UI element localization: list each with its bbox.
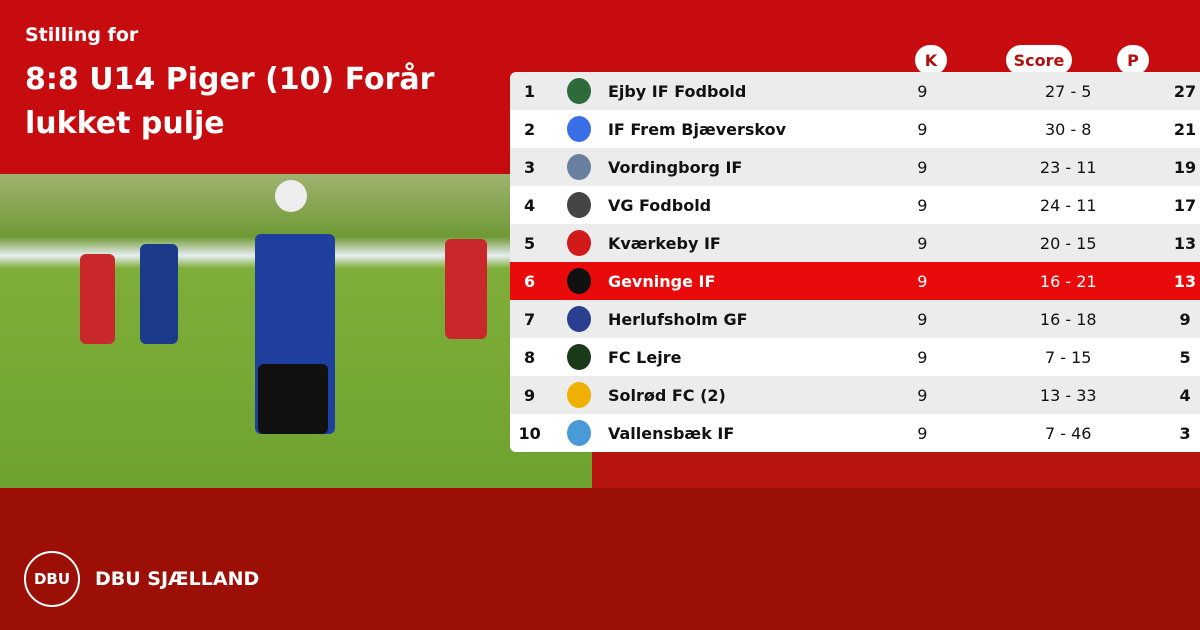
subtitle: Stilling for [25, 24, 139, 46]
table-row[interactable]: 3 Vordingborg IF 9 23 - 11 19 [510, 148, 1200, 186]
goal-score: 13 - 33 [1039, 385, 1097, 405]
points: 5 [1179, 347, 1191, 367]
team-logo-icon [549, 306, 608, 332]
footer-band [0, 488, 1200, 630]
table-row[interactable]: 1 Ejby IF Fodbold 9 27 - 5 27 [510, 72, 1200, 110]
team-logo-icon [549, 230, 608, 256]
table-row[interactable]: 5 Kværkeby IF 9 20 - 15 13 [510, 224, 1200, 262]
team-logo-icon [549, 420, 608, 446]
goal-score: 24 - 11 [1039, 195, 1097, 215]
team-logo-icon [549, 78, 608, 104]
team-name: Vallensbæk IF [607, 423, 735, 443]
team-logo-icon [549, 154, 608, 180]
position: 10 [518, 423, 541, 443]
goal-score: 20 - 15 [1039, 233, 1097, 253]
position: 8 [524, 347, 536, 367]
team-logo-icon [549, 382, 608, 408]
team-name: Gevninge IF [607, 271, 716, 291]
matches-played: 9 [917, 423, 928, 443]
team-name: VG Fodbold [607, 195, 712, 215]
matches-played: 9 [917, 271, 928, 291]
goal-score: 16 - 21 [1039, 271, 1097, 291]
matches-played: 9 [917, 195, 928, 215]
table-row[interactable]: 7 Herlufsholm GF 9 16 - 18 9 [510, 300, 1200, 338]
team-name: Vordingborg IF [607, 157, 743, 177]
goal-score: 27 - 5 [1045, 81, 1092, 101]
goal-score: 16 - 18 [1039, 309, 1097, 329]
matches-played: 9 [917, 119, 928, 139]
points: 21 [1173, 119, 1197, 139]
table-row[interactable]: 10 Vallensbæk IF 9 7 - 46 3 [510, 414, 1200, 452]
position: 5 [524, 233, 536, 253]
matches-played: 9 [917, 81, 928, 101]
position: 2 [524, 119, 536, 139]
points: 13 [1173, 271, 1197, 291]
table-row[interactable]: 2 IF Frem Bjæverskov 9 30 - 8 21 [510, 110, 1200, 148]
table-row[interactable]: 6 Gevninge IF 9 16 - 21 13 [510, 262, 1200, 300]
matches-played: 9 [917, 157, 928, 177]
points: 19 [1173, 157, 1197, 177]
matches-played: 9 [917, 385, 928, 405]
matches-played: 9 [917, 309, 928, 329]
position: 1 [524, 81, 536, 101]
goal-score: 30 - 8 [1045, 119, 1092, 139]
position: 4 [524, 195, 536, 215]
team-logo-icon [549, 268, 608, 294]
page-title: 8:8 U14 Piger (10) Forår lukket pulje [25, 62, 435, 141]
team-name: Herlufsholm GF [607, 309, 748, 329]
team-logo-icon [549, 116, 608, 142]
team-logo-icon [549, 192, 608, 218]
points: 13 [1173, 233, 1197, 253]
standings-table: 1 Ejby IF Fodbold 9 27 - 5 27 2 IF Frem B… [510, 72, 1200, 452]
points: 27 [1173, 81, 1197, 101]
points: 17 [1173, 195, 1197, 215]
team-name: FC Lejre [607, 347, 682, 367]
team-name: Solrød FC (2) [607, 385, 726, 405]
match-photo [0, 174, 592, 488]
matches-played: 9 [917, 347, 928, 367]
dbu-logo: DBU [24, 551, 80, 607]
goal-score: 7 - 46 [1045, 423, 1092, 443]
team-logo-icon [549, 344, 608, 370]
column-header-p: P [1117, 45, 1149, 75]
position: 7 [524, 309, 536, 329]
points: 9 [1179, 309, 1191, 329]
team-name: Ejby IF Fodbold [607, 81, 747, 101]
team-name: Kværkeby IF [607, 233, 721, 253]
table-row[interactable]: 8 FC Lejre 9 7 - 15 5 [510, 338, 1200, 376]
position: 6 [524, 271, 536, 291]
table-row[interactable]: 9 Solrød FC (2) 9 13 - 33 4 [510, 376, 1200, 414]
points: 4 [1179, 385, 1191, 405]
brand-name: DBU SJÆLLAND [95, 568, 260, 590]
goal-score: 7 - 15 [1045, 347, 1092, 367]
column-header-k: K [915, 45, 947, 75]
table-row[interactable]: 4 VG Fodbold 9 24 - 11 17 [510, 186, 1200, 224]
points: 3 [1179, 423, 1191, 443]
matches-played: 9 [917, 233, 928, 253]
goal-score: 23 - 11 [1039, 157, 1097, 177]
position: 3 [524, 157, 536, 177]
column-header-score: Score [1006, 45, 1072, 75]
position: 9 [524, 385, 536, 405]
team-name: IF Frem Bjæverskov [607, 119, 787, 139]
